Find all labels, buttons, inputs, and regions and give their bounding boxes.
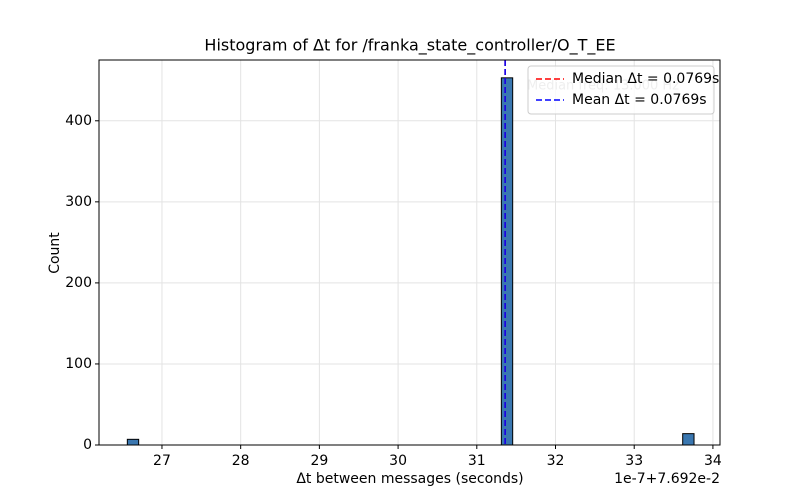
bar <box>126 438 140 446</box>
x-tick-label: 34 <box>704 453 722 469</box>
plot-frame <box>98 59 721 446</box>
bar <box>500 77 514 446</box>
y-tick-label: 300 <box>65 194 92 210</box>
x-offset-label: 1e-7+7.692e-2 <box>614 471 720 487</box>
y-tick-label: 0 <box>83 437 92 453</box>
y-tick-label: 100 <box>65 356 92 372</box>
legend-label: Mean Δt = 0.0769s <box>572 92 707 108</box>
legend-box <box>527 65 715 115</box>
y-axis-label: Count <box>47 232 63 274</box>
chart-title: Histogram of Δt for /franka_state_contro… <box>204 36 615 56</box>
x-tick-label: 29 <box>310 453 328 469</box>
x-axis-label: Δt between messages (seconds) <box>296 471 523 487</box>
x-tick-label: 32 <box>547 453 565 469</box>
y-tick-label: 400 <box>65 113 92 129</box>
x-tick-label: 33 <box>625 453 643 469</box>
x-tick-label: 27 <box>153 453 171 469</box>
legend-label: Median Δt = 0.0769s <box>572 71 719 87</box>
x-tick-label: 31 <box>468 453 486 469</box>
x-tick-label: 28 <box>232 453 250 469</box>
y-tick-label: 200 <box>65 275 92 291</box>
bar <box>682 433 695 446</box>
x-tick-label: 30 <box>389 453 407 469</box>
